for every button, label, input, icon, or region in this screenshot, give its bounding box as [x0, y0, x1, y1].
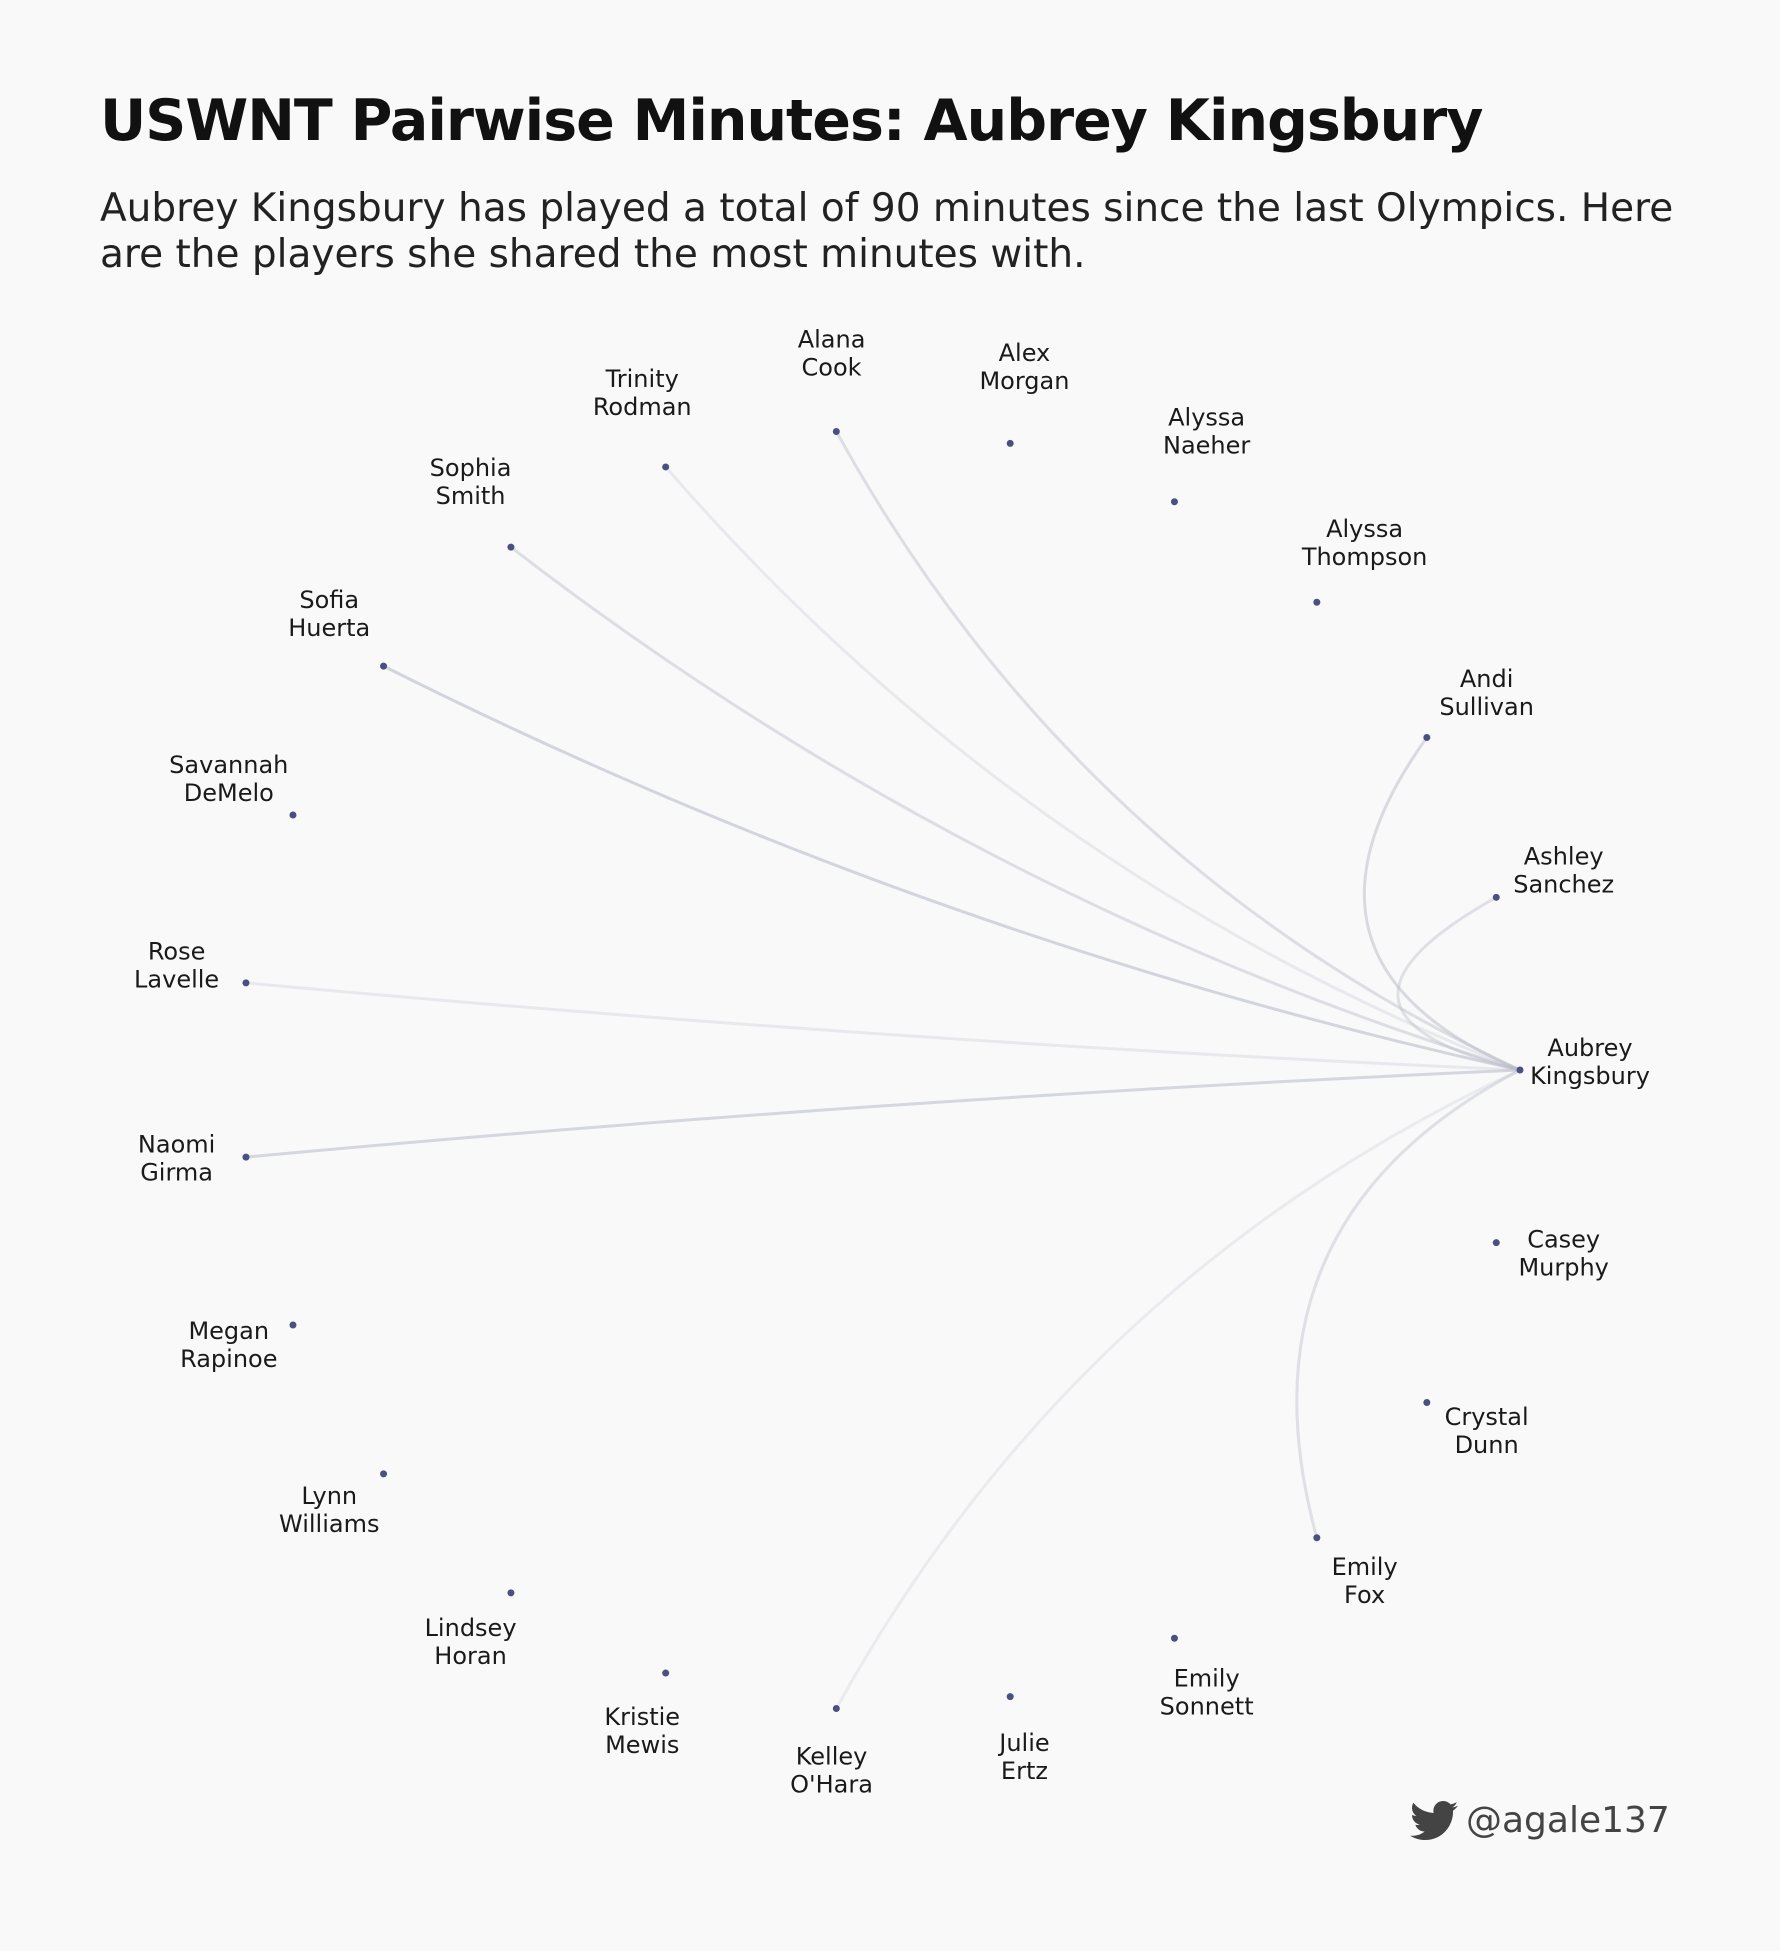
node-trinity-rodman	[662, 463, 670, 471]
edge-kelley-o-hara	[835, 1068, 1521, 1710]
edge-trinity-rodman	[664, 465, 1521, 1072]
node-sofia-huerta	[380, 662, 388, 670]
node-label-alex-morgan: Alex Morgan	[979, 339, 1069, 395]
node-label-crystal-dunn: Crystal Dunn	[1445, 1403, 1529, 1459]
node-label-emily-fox: Emily Fox	[1332, 1553, 1398, 1609]
edge-emily-fox	[1295, 1068, 1521, 1539]
edge-alana-cook	[835, 430, 1521, 1072]
node-ashley-sanchez	[1492, 893, 1500, 901]
node-julie-ertz	[1006, 1693, 1014, 1701]
edge-sofia-huerta	[382, 664, 1521, 1072]
edge-ashley-sanchez	[1396, 896, 1521, 1072]
node-label-alyssa-thompson: Alyssa Thompson	[1301, 515, 1428, 571]
twitter-bird-icon	[1410, 1800, 1458, 1840]
edge-rose-lavelle	[245, 981, 1521, 1072]
node-label-casey-murphy: Casey Murphy	[1518, 1226, 1608, 1282]
node-label-emily-sonnett: Emily Sonnett	[1160, 1664, 1254, 1720]
node-lynn-williams	[380, 1470, 388, 1478]
node-label-andi-sullivan: Andi Sullivan	[1439, 665, 1534, 721]
node-kelley-o-hara	[832, 1705, 840, 1713]
edge-naomi-girma	[245, 1068, 1521, 1159]
node-kristie-mewis	[662, 1669, 670, 1677]
node-emily-sonnett	[1170, 1634, 1178, 1642]
node-alyssa-naeher	[1170, 498, 1178, 506]
node-label-lynn-williams: Lynn Williams	[279, 1482, 379, 1538]
node-label-ashley-sanchez: Ashley Sanchez	[1513, 842, 1614, 898]
node-label-savannah-demelo: Savannah DeMelo	[169, 751, 288, 807]
node-label-julie-ertz: Julie Ertz	[997, 1729, 1049, 1785]
labels-layer: Aubrey Kingsbury Casey Murphy Crystal Dunn Emi…	[134, 326, 1650, 1799]
node-savannah-demelo	[289, 811, 297, 819]
page-subtitle: Aubrey Kingsbury has played a total of 9…	[100, 186, 1674, 277]
node-label-alyssa-naeher: Alyssa Naeher	[1163, 404, 1250, 460]
node-label-alana-cook: Alana Cook	[798, 326, 866, 382]
node-emily-fox	[1313, 1534, 1321, 1542]
node-casey-murphy	[1492, 1239, 1500, 1247]
credit-handle: @agale137	[1466, 1800, 1670, 1841]
node-lindsey-horan	[507, 1589, 515, 1597]
node-megan-rapinoe	[289, 1321, 297, 1329]
node-alex-morgan	[1006, 439, 1014, 447]
node-andi-sullivan	[1423, 733, 1431, 741]
node-label-trinity-rodman: Trinity Rodman	[593, 365, 692, 421]
node-aubrey-kingsbury	[1516, 1066, 1524, 1074]
edge-sophia-smith	[510, 545, 1521, 1072]
node-crystal-dunn	[1423, 1399, 1431, 1407]
node-label-naomi-girma: Naomi Girma	[138, 1131, 215, 1187]
node-rose-lavelle	[242, 979, 250, 987]
page-title: USWNT Pairwise Minutes: Aubrey Kingsbury	[100, 88, 1483, 154]
node-alyssa-thompson	[1313, 598, 1321, 606]
node-label-kristie-mewis: Kristie Mewis	[604, 1703, 680, 1759]
node-alana-cook	[832, 427, 840, 435]
node-naomi-girma	[242, 1153, 250, 1161]
node-label-sofia-huerta: Sofia Huerta	[288, 586, 370, 642]
node-label-rose-lavelle: Rose Lavelle	[134, 937, 219, 993]
edge-andi-sullivan	[1363, 736, 1521, 1072]
credit: @agale137	[1410, 1800, 1670, 1841]
node-label-megan-rapinoe: Megan Rapinoe	[180, 1317, 277, 1373]
node-label-kelley-o-hara: Kelley O'Hara	[790, 1742, 873, 1798]
edges-layer	[245, 430, 1521, 1710]
nodes-layer	[242, 427, 1524, 1713]
node-label-aubrey-kingsbury: Aubrey Kingsbury	[1530, 1034, 1650, 1090]
node-sophia-smith	[507, 543, 515, 551]
node-label-lindsey-horan: Lindsey Horan	[425, 1614, 517, 1670]
node-label-sophia-smith: Sophia Smith	[430, 454, 512, 510]
